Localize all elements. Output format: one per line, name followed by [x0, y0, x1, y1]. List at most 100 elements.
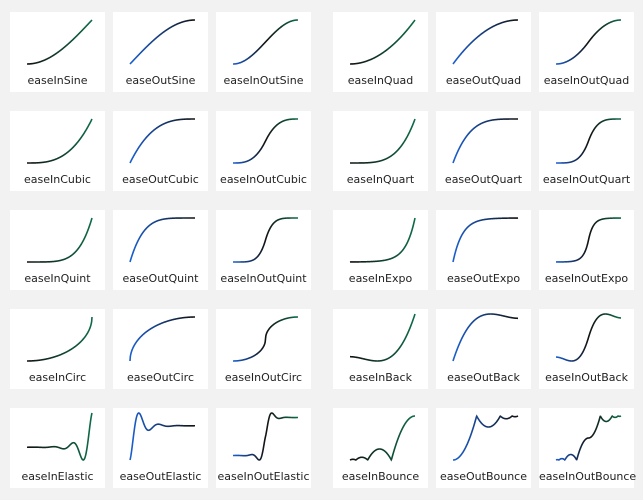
easing-card[interactable]: easeInQuad [333, 12, 428, 92]
easing-label: easeOutElastic [119, 470, 202, 483]
easing-card[interactable]: easeInOutQuart [539, 111, 634, 191]
easing-curve-box [129, 316, 195, 362]
easing-label: easeInOutCirc [224, 371, 303, 384]
easing-label: easeInQuad [347, 74, 414, 87]
easing-card[interactable]: easeOutBack [436, 309, 531, 389]
easing-curve [556, 313, 621, 362]
easing-card[interactable]: easeInBack [333, 309, 428, 389]
easing-curve [129, 412, 196, 461]
easing-label: easeOutCirc [126, 371, 194, 384]
easing-card[interactable]: easeOutCirc [113, 309, 208, 389]
easing-card[interactable]: easeOutQuad [436, 12, 531, 92]
easing-label: easeOutQuart [444, 173, 523, 186]
easing-curve [233, 412, 298, 461]
easing-card[interactable]: easeInOutExpo [539, 210, 634, 290]
easing-curve [556, 19, 621, 65]
easing-curve-box [452, 414, 519, 461]
easing-curve [27, 19, 93, 65]
easing-curve [556, 118, 621, 164]
easing-curve-box [27, 118, 93, 164]
easing-curve [350, 313, 416, 362]
easing-card[interactable]: easeInSine [10, 12, 105, 92]
easing-curve-box [129, 412, 196, 461]
easing-label: easeInOutQuad [543, 74, 630, 87]
easing-curve [129, 19, 195, 65]
easing-curve [452, 313, 518, 362]
easing-card[interactable]: easeInExpo [333, 210, 428, 290]
easing-curve-box [233, 217, 298, 263]
easing-curve-box [350, 118, 416, 164]
easing-curve [555, 414, 622, 462]
easing-label: easeOutQuad [445, 74, 522, 87]
easing-label: easeInOutElastic [217, 470, 310, 483]
easing-card[interactable]: easeInOutQuint [216, 210, 311, 290]
easing-label: easeInSine [27, 74, 88, 87]
easing-label: easeOutQuint [122, 272, 199, 285]
easing-card[interactable]: easeInOutQuad [539, 12, 634, 92]
easing-curve-box [233, 19, 298, 65]
easing-curve-box [555, 217, 622, 263]
easing-curve [452, 217, 519, 263]
easing-curve-box [27, 217, 93, 263]
easing-card[interactable]: easeInQuint [10, 210, 105, 290]
easing-card[interactable]: easeInOutSine [216, 12, 311, 92]
easing-curve-box [350, 313, 416, 362]
easing-label: easeInOutCubic [220, 173, 307, 186]
easing-curve [555, 217, 622, 263]
easing-label: easeInOutSine [223, 74, 304, 87]
easing-curve-box [129, 118, 195, 164]
easing-card[interactable]: easeInOutCubic [216, 111, 311, 191]
easing-curve [349, 217, 416, 263]
easing-curve [452, 118, 518, 164]
easing-curve [350, 118, 416, 164]
easing-curve-box [452, 19, 518, 65]
easing-curve [452, 19, 518, 65]
easing-curve [129, 118, 195, 164]
easing-card[interactable]: easeInCirc [10, 309, 105, 389]
easing-curve [27, 217, 93, 263]
easing-card[interactable]: easeOutQuart [436, 111, 531, 191]
easing-curve [349, 415, 416, 462]
easing-curve [27, 316, 93, 362]
easing-label: easeInOutBounce [539, 470, 637, 483]
easing-curve-box [129, 217, 195, 263]
easing-card[interactable]: easeOutBounce [436, 408, 531, 488]
easing-label: easeOutExpo [446, 272, 521, 285]
easing-curve-box [233, 316, 298, 362]
easing-curve-box [452, 217, 519, 263]
easing-label: easeOutBounce [440, 470, 527, 483]
easing-card[interactable]: easeInBounce [333, 408, 428, 488]
easing-card[interactable]: easeOutSine [113, 12, 208, 92]
easing-curve-box [452, 118, 518, 164]
easing-label: easeInExpo [348, 272, 413, 285]
easing-card[interactable]: easeInOutCirc [216, 309, 311, 389]
easing-label: easeInOutExpo [544, 272, 629, 285]
easing-card[interactable]: easeInElastic [10, 408, 105, 488]
easing-curve [129, 217, 195, 263]
easing-card[interactable]: easeOutExpo [436, 210, 531, 290]
easing-label: easeOutSine [125, 74, 196, 87]
easing-curve-box [233, 412, 298, 461]
easing-curve-box [350, 19, 416, 65]
easing-label: easeInQuart [346, 173, 415, 186]
easing-card[interactable]: easeInOutElastic [216, 408, 311, 488]
easing-curve [129, 316, 195, 362]
easing-card[interactable]: easeInOutBack [539, 309, 634, 389]
easing-curve-box [555, 414, 622, 462]
easing-label: easeInBack [349, 371, 412, 384]
easing-card[interactable]: easeInCubic [10, 111, 105, 191]
easing-curve-box [556, 313, 621, 362]
easing-label: easeInOutQuart [542, 173, 631, 186]
easing-card[interactable]: easeOutCubic [113, 111, 208, 191]
easing-card[interactable]: easeInOutBounce [539, 408, 637, 488]
easing-card[interactable]: easeInQuart [333, 111, 428, 191]
easing-card[interactable]: easeOutQuint [113, 210, 208, 290]
easing-card[interactable]: easeOutElastic [113, 408, 208, 488]
easing-label: easeOutCubic [122, 173, 199, 186]
easing-label: easeInCirc [28, 371, 87, 384]
easing-label: easeInOutBack [545, 371, 628, 384]
easing-label: easeInElastic [21, 470, 94, 483]
easing-curve-box [452, 313, 518, 362]
easing-curve [233, 19, 298, 65]
